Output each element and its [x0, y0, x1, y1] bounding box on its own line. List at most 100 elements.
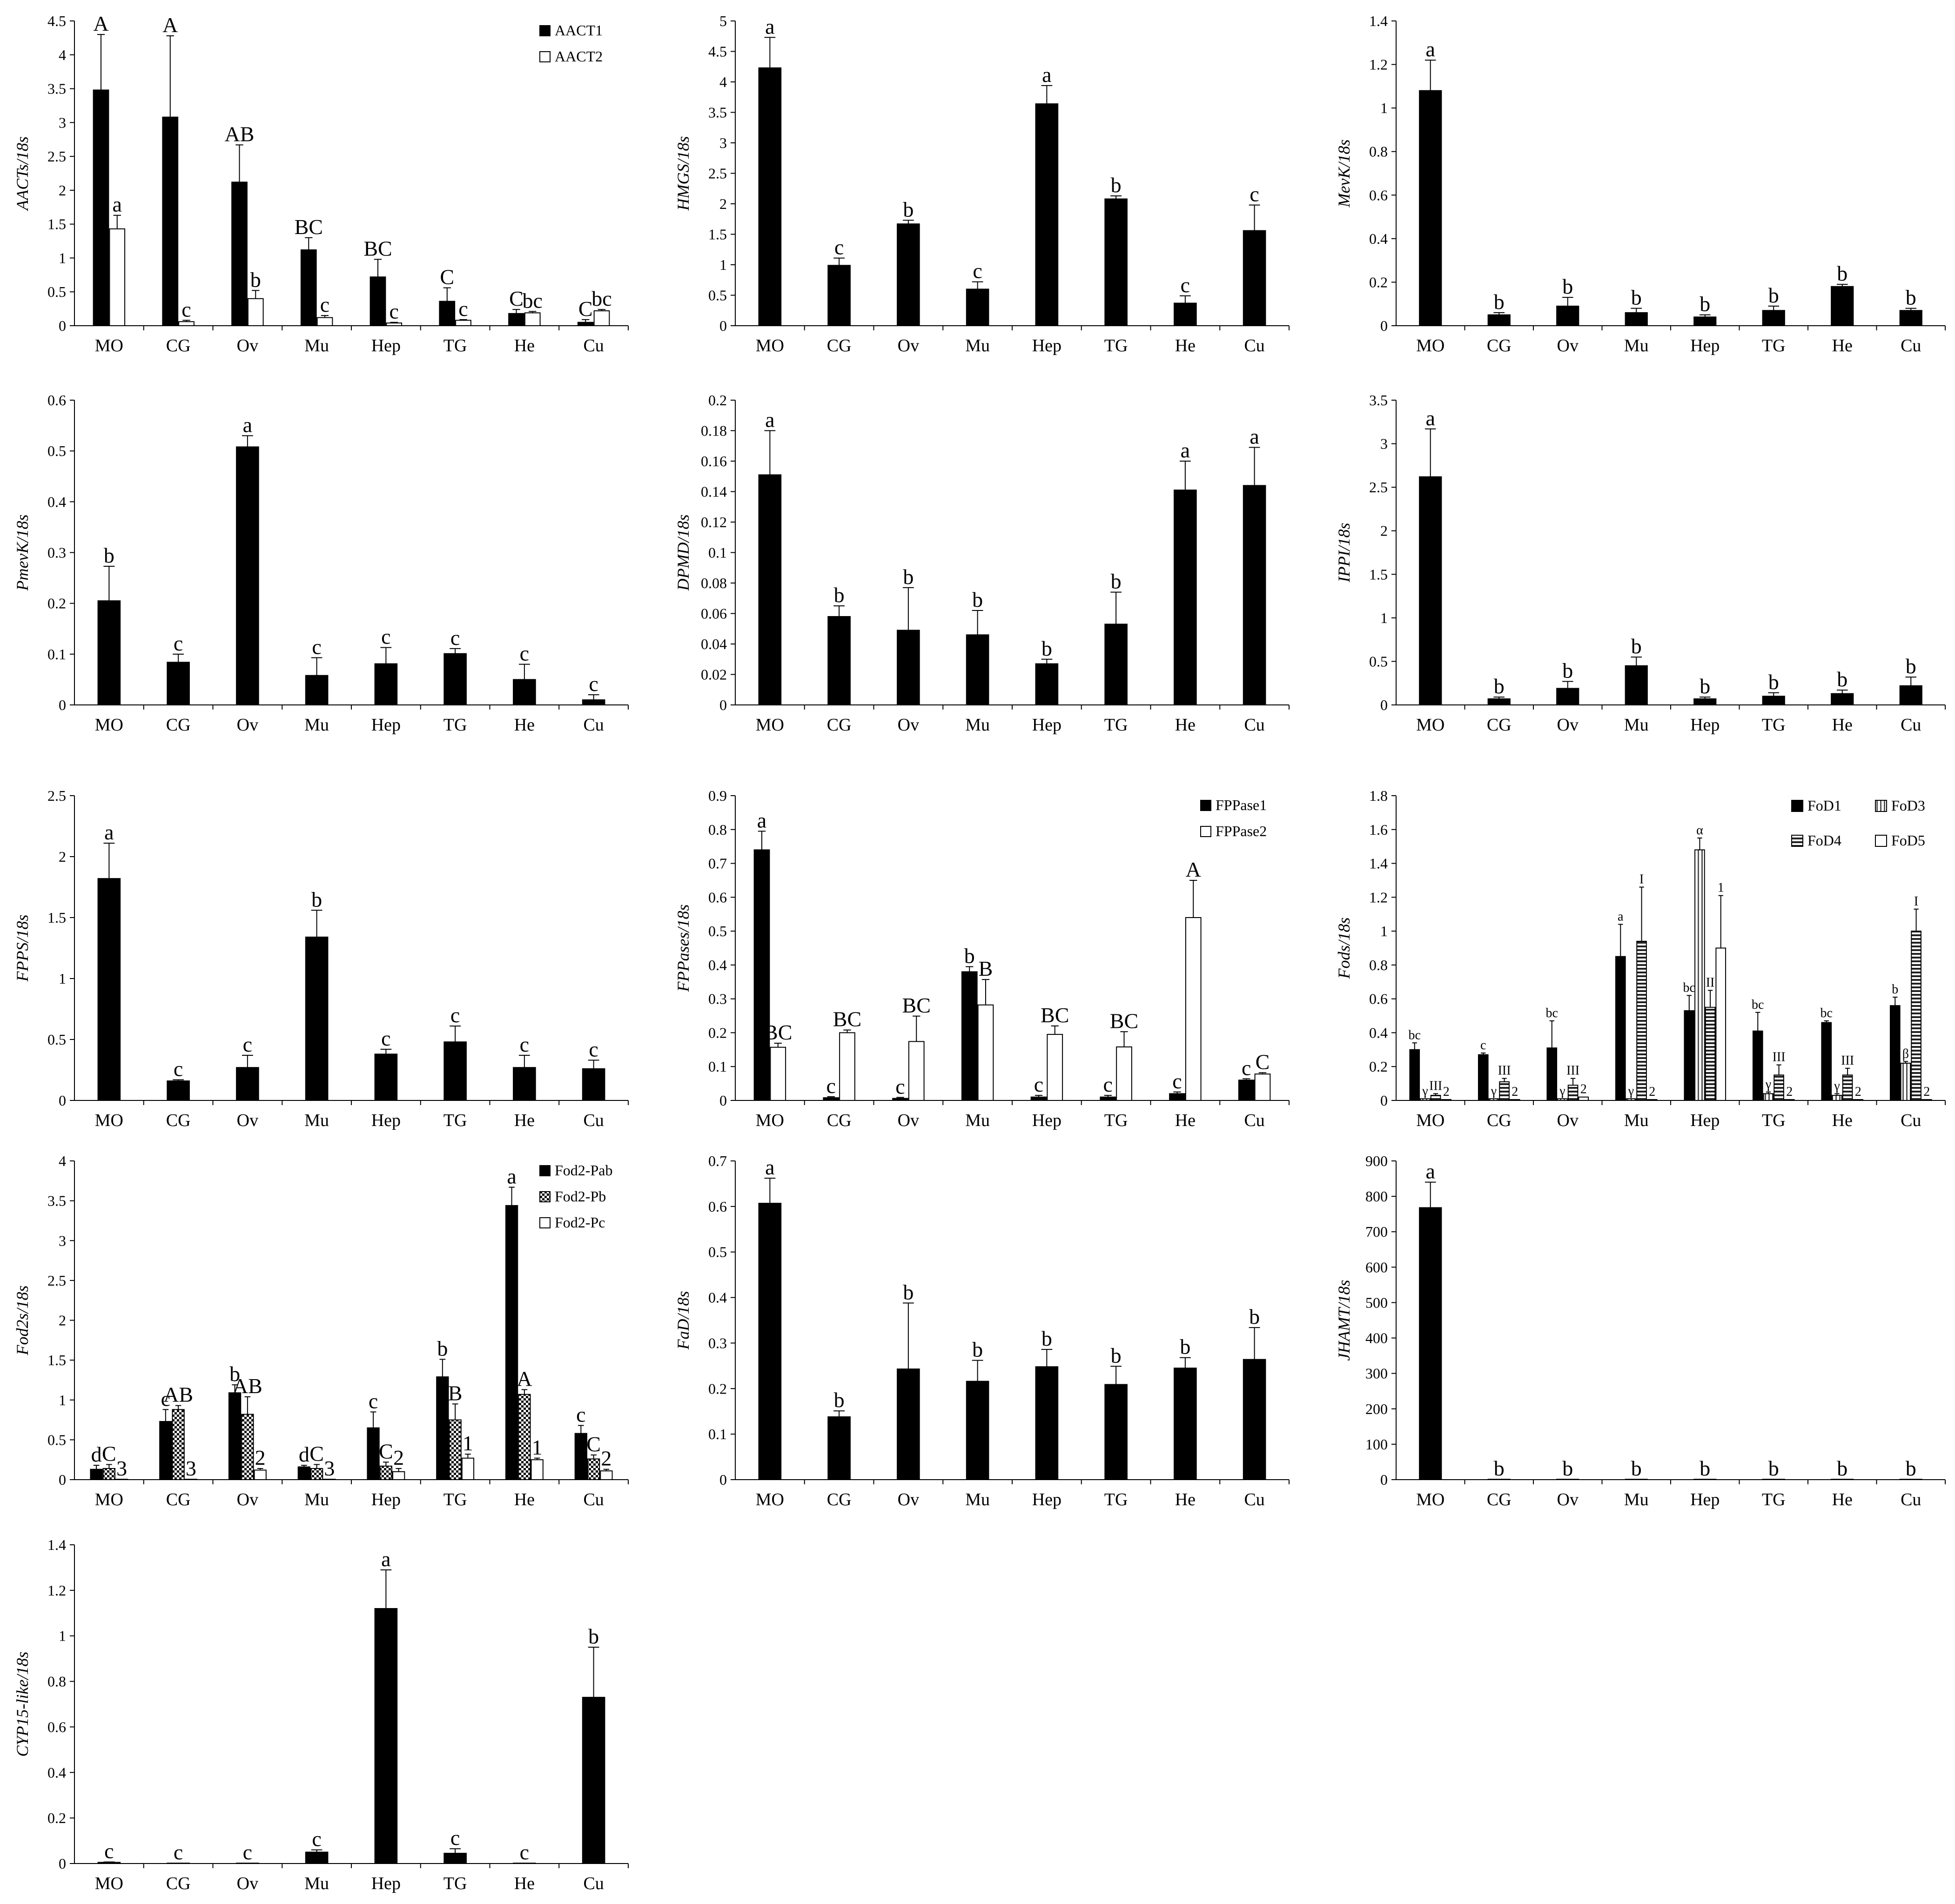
y-tick-label: 0.2 — [47, 595, 66, 612]
bar — [167, 662, 190, 706]
bar — [236, 1863, 259, 1864]
significance-letter: BC — [833, 1007, 861, 1031]
y-axis-label: PmevK/18s — [13, 515, 32, 591]
bar — [1831, 286, 1854, 326]
significance-letter: b — [1494, 1456, 1505, 1480]
significance-letter: α — [1696, 823, 1703, 838]
significance-letter: bc — [1409, 1028, 1421, 1042]
significance-letter: 1 — [463, 1431, 473, 1455]
bar — [1104, 198, 1128, 326]
bar — [1831, 1479, 1854, 1480]
significance-letter: c — [450, 626, 460, 650]
y-tick-label: 200 — [1365, 1401, 1388, 1417]
significance-letter: b — [311, 887, 322, 911]
x-tick-label: Hep — [1690, 1111, 1720, 1130]
bar — [966, 288, 989, 327]
bar — [753, 849, 770, 1101]
y-tick-label: 1 — [59, 970, 66, 987]
significance-letter: C — [440, 265, 454, 288]
significance-letter: bc — [591, 287, 611, 310]
bar — [587, 1458, 600, 1481]
x-tick-label: TG — [1762, 1111, 1786, 1130]
chart-panel: 0 0.1 0.2 0.3 0.4 0.5 0.6 0.7 0.8 0.9 FPPases/18s M… — [674, 787, 1290, 1130]
bar — [1646, 1099, 1658, 1101]
y-tick-label: 2.5 — [1369, 479, 1388, 496]
y-tick-label: 0 — [1380, 317, 1388, 334]
y-tick-label: 0.06 — [701, 605, 727, 622]
bar — [1419, 90, 1442, 326]
bar — [90, 1468, 103, 1481]
bar — [1625, 312, 1648, 327]
significance-letter: c — [826, 1074, 836, 1098]
x-tick-label: He — [1175, 715, 1196, 735]
x-tick-label: TG — [1104, 1490, 1128, 1509]
bar — [897, 223, 920, 327]
significance-letter: bc — [1683, 980, 1695, 995]
bar — [1831, 693, 1854, 705]
y-tick-label: 3.5 — [1369, 392, 1388, 409]
significance-letter: C — [102, 1441, 116, 1465]
bar — [582, 1068, 605, 1101]
bar — [1420, 1098, 1431, 1101]
bar — [1035, 1366, 1059, 1480]
bar — [1035, 663, 1059, 705]
x-tick-label: Mu — [304, 715, 329, 735]
x-tick-label: Ov — [237, 715, 258, 735]
significance-letter: III — [1429, 1079, 1442, 1093]
chart-panel: 0 0.5 1 1.5 2 2.5 3 3.5 4 4.5 AACTs/18s MO Aa CG Ac Ov A… — [13, 12, 629, 355]
significance-letter: 2 — [1512, 1085, 1518, 1099]
bar — [1030, 1096, 1047, 1101]
significance-letter: b — [1837, 1456, 1848, 1480]
y-tick-label: 0.8 — [47, 1673, 66, 1690]
bar — [1821, 1022, 1832, 1101]
bar — [323, 1479, 336, 1481]
significance-letter: 3 — [324, 1456, 335, 1480]
bar — [228, 1392, 242, 1480]
bar — [109, 228, 126, 326]
y-tick-label: 4 — [59, 1153, 66, 1169]
y-tick-label: 1.5 — [1369, 566, 1388, 583]
y-tick-label: 0 — [1380, 1092, 1388, 1109]
bar — [1243, 230, 1266, 327]
bar — [823, 1097, 840, 1101]
y-axis-label: FPPases/18s — [674, 905, 692, 992]
legend-swatch — [1791, 800, 1803, 812]
y-tick-label: 0.4 — [708, 957, 727, 973]
y-tick-label: 1.2 — [1369, 889, 1388, 905]
y-tick-label: 0 — [59, 317, 66, 334]
bar — [236, 446, 259, 705]
bar — [1169, 1093, 1185, 1101]
y-tick-label: 0.5 — [708, 287, 727, 304]
bar — [1684, 1010, 1695, 1101]
bar — [1557, 1098, 1568, 1101]
bar — [1774, 1074, 1784, 1101]
y-tick-label: 0.1 — [708, 544, 727, 561]
y-tick-label: 5 — [719, 13, 727, 29]
significance-letter: c — [834, 235, 844, 259]
chart-panel: 0 0.5 1 1.5 2 2.5 3 3.5 IPPI/18s MO a CG b Ov b Mu b Hep b… — [1335, 392, 1946, 735]
y-tick-label: 0.4 — [708, 1289, 727, 1306]
significance-letter: b — [1494, 290, 1505, 314]
y-tick-label: 1.4 — [1369, 855, 1388, 872]
significance-letter: 2 — [1923, 1085, 1930, 1099]
y-tick-label: 3.5 — [47, 1193, 66, 1209]
significance-letter: c — [589, 672, 598, 696]
bar — [1556, 1479, 1579, 1480]
bar — [1889, 1005, 1901, 1101]
x-tick-label: CG — [166, 1111, 191, 1130]
x-tick-label: Ov — [237, 1111, 258, 1130]
y-tick-label: 3 — [1380, 436, 1388, 452]
significance-letter: a — [1426, 1160, 1435, 1183]
significance-letter: c — [181, 297, 191, 321]
x-tick-label: Ov — [898, 715, 919, 735]
x-tick-label: MO — [1416, 715, 1444, 735]
significance-letter: b — [1700, 1456, 1710, 1480]
y-tick-label: 0.3 — [708, 1334, 727, 1351]
y-tick-label: 0 — [719, 1471, 727, 1488]
y-tick-label: 4.5 — [708, 43, 727, 60]
significance-letter: b — [1111, 1343, 1122, 1367]
x-tick-label: CG — [166, 1490, 191, 1509]
x-tick-label: Ov — [898, 336, 919, 355]
significance-letter: 1 — [1718, 881, 1724, 895]
bar — [97, 878, 121, 1101]
